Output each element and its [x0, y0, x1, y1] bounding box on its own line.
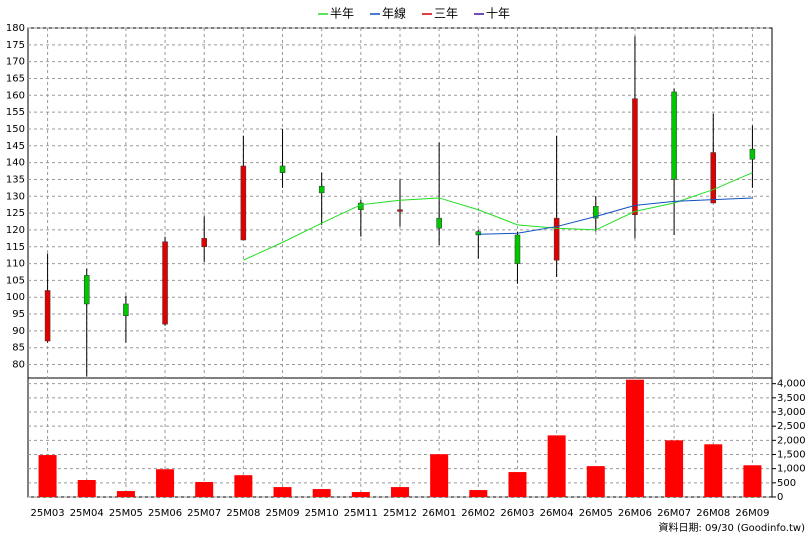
y-tick-label: 140 [6, 158, 25, 169]
y2-tick-label: 1,500 [777, 450, 806, 461]
volume-bar [351, 492, 370, 497]
y-tick-label: 90 [12, 326, 25, 337]
x-tick-label: 26M08 [696, 508, 730, 519]
volume-bar [586, 466, 605, 497]
x-tick-label: 26M03 [500, 508, 534, 519]
x-tick-label: 25M06 [148, 508, 182, 519]
y-tick-label: 105 [6, 275, 25, 286]
candle-body [397, 209, 403, 212]
y-tick-label: 150 [6, 124, 25, 135]
x-tick-label: 25M07 [187, 508, 221, 519]
source-note: 資料日期: 09/30 (Goodinfo.tw) [658, 521, 805, 534]
candle-body [318, 185, 325, 194]
candle-body [514, 234, 521, 264]
candle-body [436, 217, 442, 229]
volume-bar [547, 435, 566, 497]
volume-bar [430, 454, 449, 497]
x-tick-label: 25M04 [70, 508, 104, 519]
y-tick-label: 130 [6, 191, 25, 202]
candle-body [44, 290, 51, 342]
candle-body [671, 91, 677, 180]
candle-body [593, 206, 599, 219]
volume-bar [195, 481, 214, 497]
y-tick-label: 135 [6, 174, 25, 185]
y-tick-label: 80 [12, 360, 25, 371]
x-tick-label: 26M05 [579, 508, 613, 519]
candle-body [710, 152, 717, 204]
y-tick-label: 180 [6, 23, 25, 34]
candle-body [553, 217, 560, 261]
candle-body [632, 98, 638, 216]
y-tick-label: 155 [6, 107, 25, 118]
x-tick-label: 25M12 [383, 508, 417, 519]
y-tick-label: 160 [6, 90, 25, 101]
volume-bar [312, 489, 331, 497]
candle-body [83, 275, 90, 305]
x-tick-label: 25M05 [109, 508, 143, 519]
candle-body [123, 303, 129, 316]
ma-line [478, 197, 753, 235]
volume-bar [156, 469, 175, 497]
x-tick-label: 25M10 [305, 508, 339, 519]
volume-bar [665, 440, 684, 497]
y2-tick-label: 2,500 [777, 421, 806, 432]
y-tick-label: 100 [6, 292, 25, 303]
y2-tick-label: 2,000 [777, 435, 806, 446]
y-tick-label: 120 [6, 225, 25, 236]
candle-body [240, 165, 247, 241]
volume-bar [38, 455, 57, 497]
x-tick-label: 25M11 [344, 508, 378, 519]
y-tick-label: 145 [6, 141, 25, 152]
y2-tick-label: 0 [777, 492, 783, 503]
y-tick-label: 175 [6, 40, 25, 51]
x-tick-label: 25M09 [265, 508, 299, 519]
ma-line [243, 172, 753, 261]
legend-label: 十年 [486, 7, 510, 21]
volume-bar [625, 379, 644, 497]
x-tick-label: 26M07 [657, 508, 691, 519]
x-tick-label: 25M03 [31, 508, 65, 519]
x-tick-label: 26M09 [735, 508, 769, 519]
volume-bar [273, 487, 292, 497]
volume-bar [77, 480, 96, 497]
candle-body [279, 165, 286, 173]
volume-bar [469, 490, 488, 497]
y-tick-label: 170 [6, 57, 25, 68]
x-tick-label: 26M04 [540, 508, 574, 519]
volume-bar [743, 465, 762, 497]
legend-label: 三年 [434, 7, 458, 21]
x-tick-label: 26M01 [422, 508, 456, 519]
legend-label: 年線 [382, 6, 406, 21]
volume-bar [508, 472, 527, 497]
y2-tick-label: 1,000 [777, 464, 806, 475]
y2-tick-label: 4,000 [777, 379, 806, 390]
candle-body [162, 241, 168, 325]
volume-bar [234, 475, 253, 497]
volume-bar [704, 444, 723, 497]
y2-tick-label: 3,500 [777, 393, 806, 404]
y2-tick-label: 500 [777, 478, 796, 489]
y-tick-label: 165 [6, 73, 25, 84]
volume-bar [391, 487, 409, 497]
y2-tick-label: 3,000 [777, 407, 806, 418]
candle-body [475, 231, 482, 236]
candle-body [749, 148, 756, 160]
legend-label: 半年 [330, 7, 354, 21]
y-tick-label: 85 [12, 343, 25, 354]
x-tick-label: 26M02 [461, 508, 495, 519]
y-tick-label: 115 [6, 242, 25, 253]
candle-body [201, 238, 207, 247]
y-tick-label: 95 [12, 309, 25, 320]
y-tick-label: 110 [6, 259, 25, 270]
x-tick-label: 25M08 [226, 508, 260, 519]
x-tick-label: 26M06 [618, 508, 652, 519]
volume-bar [116, 491, 135, 497]
y-tick-label: 125 [6, 208, 25, 219]
